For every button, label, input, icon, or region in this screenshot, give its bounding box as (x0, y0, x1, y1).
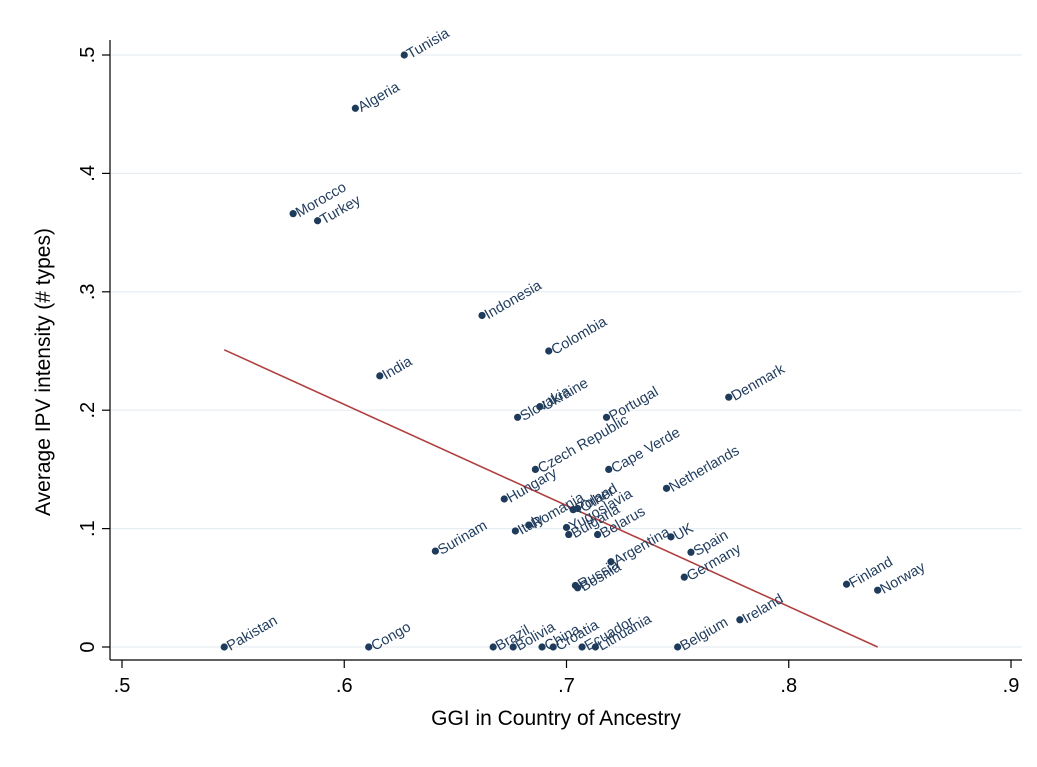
plot-area (110, 40, 1022, 660)
data-point (674, 643, 682, 651)
data-point (351, 104, 359, 112)
data-point (500, 495, 508, 503)
data-point (549, 643, 557, 651)
fit-line (223, 349, 878, 648)
y-tick-label: 0 (77, 641, 99, 652)
x-axis-title: GGI in Country of Ancestry (431, 707, 681, 730)
data-point (313, 217, 322, 225)
y-axis-ticks: 0 .1 .2 .3 .4 .5 (77, 47, 110, 653)
data-point (376, 372, 384, 380)
data-point (511, 527, 519, 535)
data-point (289, 210, 297, 218)
data-point (578, 643, 586, 651)
data-point (509, 643, 517, 651)
data-point (514, 413, 522, 421)
x-tick-label: .6 (336, 675, 353, 697)
y-tick-label: .5 (77, 47, 99, 64)
data-point (536, 403, 544, 411)
data-point (531, 465, 539, 473)
data-point (725, 393, 733, 401)
data-point (565, 530, 573, 539)
y-tick-label: .2 (77, 402, 99, 419)
data-point (591, 643, 599, 651)
data-point (680, 573, 688, 581)
data-point (562, 523, 571, 532)
gridlines (111, 54, 1022, 648)
data-point (736, 616, 744, 624)
data-point (662, 484, 671, 492)
data-point (607, 558, 615, 566)
x-tick-label: .7 (558, 675, 575, 697)
data-point (667, 533, 675, 541)
data-point (365, 643, 373, 651)
x-tick-label: .9 (1003, 675, 1020, 697)
data-point (602, 413, 611, 421)
data-point (574, 504, 582, 513)
data-point (489, 643, 497, 651)
data-point (538, 643, 546, 651)
x-axis-ticks: .5 .6 .7 .8 .9 (114, 660, 1020, 697)
data-point (874, 586, 882, 594)
data-point (545, 347, 553, 355)
data-point (574, 584, 582, 592)
data-point (842, 580, 851, 588)
data-point (478, 311, 486, 320)
y-tick-label: .1 (77, 520, 99, 537)
data-point (687, 548, 695, 556)
data-point (220, 643, 228, 651)
y-axis-title: Average IPV intensity (# types) (32, 228, 55, 516)
data-point (605, 465, 613, 473)
data-point (525, 521, 533, 529)
data-point (431, 547, 439, 555)
data-point (400, 51, 408, 59)
data-point (594, 530, 602, 539)
y-tick-label: .4 (77, 165, 99, 182)
x-tick-label: .8 (780, 675, 797, 697)
y-tick-label: .3 (77, 283, 99, 300)
x-tick-label: .5 (114, 675, 131, 697)
